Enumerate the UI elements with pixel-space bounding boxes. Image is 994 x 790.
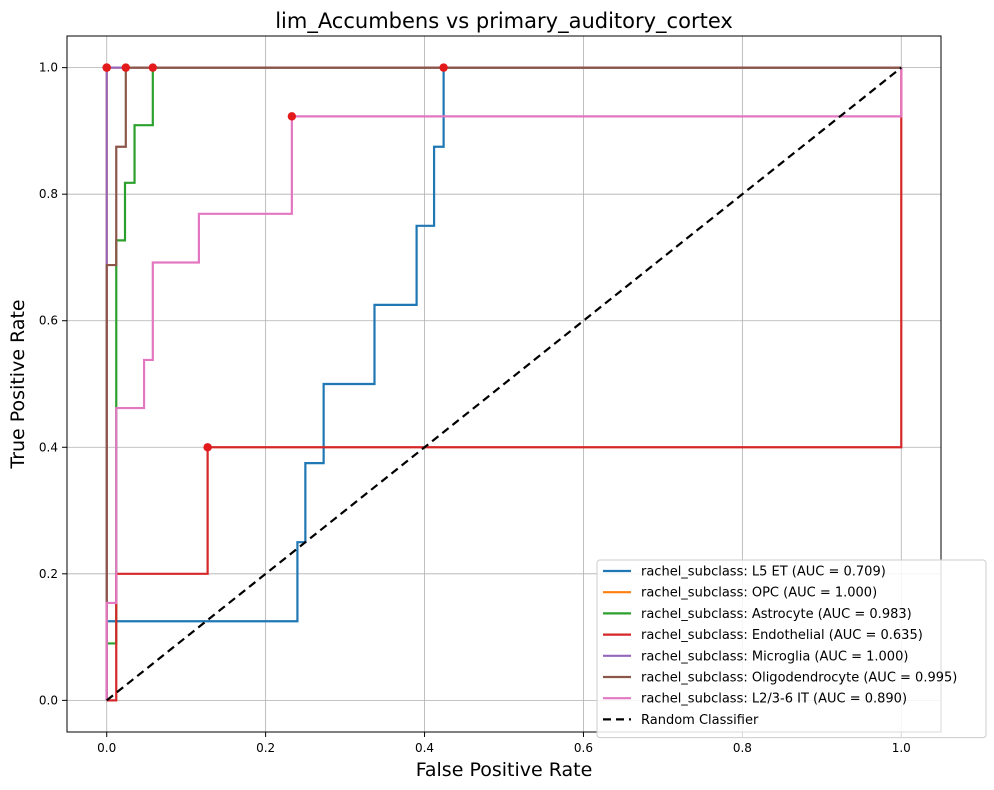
legend-label: rachel_subclass: L5 ET (AUC = 0.709) <box>641 565 886 580</box>
x-tick-label: 0.2 <box>256 741 275 755</box>
optimal-threshold-point-4 <box>203 443 212 452</box>
roc-curve-series-4 <box>106 67 903 702</box>
legend-label: rachel_subclass: Microglia (AUC = 1.000) <box>641 649 908 664</box>
x-tick-label: 0.6 <box>574 741 593 755</box>
random-classifier-line <box>106 66 902 702</box>
y-tick-label: 0.6 <box>39 314 58 328</box>
legend-box <box>596 559 987 739</box>
legend-label: rachel_subclass: Endothelial (AUC = 0.63… <box>641 628 923 643</box>
roc-curve-series-1 <box>105 66 902 701</box>
y-tick-label: 0.8 <box>39 187 58 201</box>
legend-label: rachel_subclass: Astrocyte (AUC = 0.983) <box>641 607 912 622</box>
y-tick-label: 0.2 <box>39 567 58 581</box>
x-tick-label: 0.0 <box>97 741 116 755</box>
legend-label: rachel_subclass: OPC (AUC = 1.000) <box>641 586 877 601</box>
axis-ticks: 0.0 0.2 0.4 0.6 0.8 1.0 0.0 0.2 0.4 0.6 0.8 1.0 <box>39 61 911 755</box>
x-tick-label: 0.8 <box>733 741 752 755</box>
y-tick-label: 0.0 <box>39 693 58 707</box>
optimal-threshold-point-5 <box>102 63 111 72</box>
optimal-threshold-point-7 <box>287 112 297 121</box>
optimal-threshold-point-6 <box>121 63 130 72</box>
legend-label: Random Classifier <box>641 713 759 728</box>
x-tick-label: 0.4 <box>415 741 434 755</box>
roc-curve-series-3 <box>105 66 902 701</box>
legend-label: rachel_subclass: Oligodendrocyte (AUC = … <box>641 671 957 686</box>
roc-curve-series-7 <box>105 67 903 701</box>
legend: rachel_subclass: L5 ET (AUC = 0.709) rach… <box>596 559 987 739</box>
x-axis-label: False Positive Rate <box>416 759 593 781</box>
optimal-point-markers <box>102 63 448 452</box>
optimal-threshold-point-3 <box>148 63 158 72</box>
plot-frame <box>66 35 942 733</box>
y-tick-label: 0.4 <box>39 440 58 454</box>
optimal-threshold-point-1 <box>439 63 448 72</box>
x-tick-label: 1.0 <box>892 741 911 755</box>
legend-label: rachel_subclass: L2/3-6 IT (AUC = 0.890) <box>641 692 907 707</box>
chart-title: lim_Accumbens vs primary_auditory_cortex <box>275 9 733 34</box>
y-axis-label: True Positive Rate <box>7 299 29 469</box>
y-tick-label: 1.0 <box>39 61 58 75</box>
